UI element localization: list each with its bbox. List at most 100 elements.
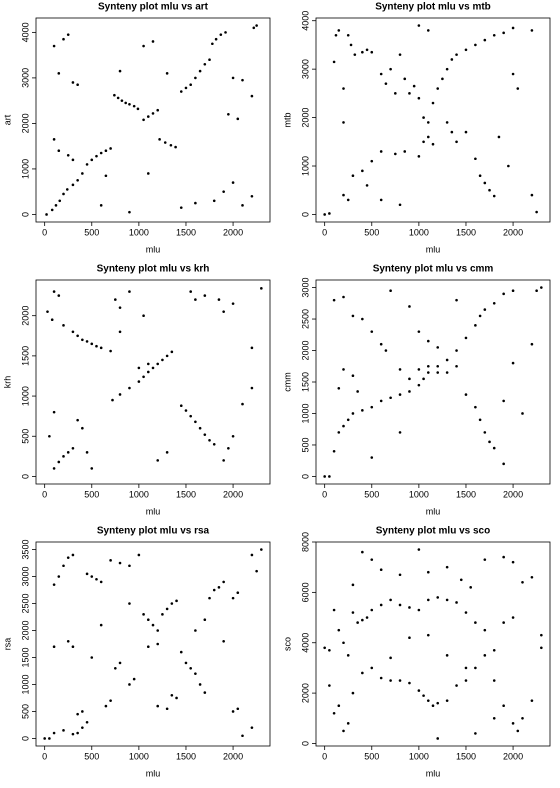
point: [217, 298, 221, 301]
point: [58, 199, 62, 203]
point: [349, 43, 353, 47]
point: [351, 314, 355, 318]
point: [389, 598, 392, 602]
point: [198, 426, 202, 430]
point: [231, 302, 235, 305]
point: [231, 596, 235, 600]
point: [530, 575, 534, 579]
point: [342, 121, 345, 124]
plot-frame: [35, 279, 271, 485]
point: [445, 598, 449, 602]
point: [351, 174, 355, 177]
point: [48, 737, 51, 740]
point: [502, 31, 505, 35]
x-tick-label: 0: [322, 227, 327, 237]
y-tick-label: 3000: [300, 278, 310, 298]
point: [81, 710, 84, 713]
point: [156, 362, 160, 366]
x-tick-label: 1500: [456, 227, 476, 237]
y-tick-label: 3000: [20, 68, 30, 88]
point: [184, 661, 188, 665]
point: [156, 108, 160, 112]
point: [71, 183, 75, 187]
point: [450, 58, 454, 61]
point: [502, 292, 505, 296]
point: [351, 611, 355, 614]
point: [76, 83, 79, 87]
y-tick-label: 8000: [300, 532, 310, 552]
x-tick-label: 1000: [409, 751, 429, 761]
point: [389, 67, 392, 71]
point: [492, 648, 496, 652]
point: [370, 456, 374, 459]
point: [194, 629, 197, 632]
point: [156, 704, 160, 708]
point: [323, 213, 326, 216]
point: [45, 213, 48, 216]
point: [211, 42, 214, 46]
point: [478, 174, 482, 177]
point: [521, 716, 524, 720]
point: [535, 289, 538, 293]
point: [179, 650, 183, 654]
point: [455, 684, 458, 687]
point: [170, 693, 174, 697]
point: [337, 431, 341, 434]
panel-title: Synteny plot mlu vs cmm: [373, 264, 494, 275]
point: [203, 294, 207, 297]
point: [342, 729, 345, 733]
point: [236, 117, 240, 121]
point: [146, 618, 150, 622]
point: [323, 646, 326, 650]
x-tick-label: 2000: [223, 489, 243, 499]
point: [208, 58, 211, 61]
point: [158, 138, 161, 141]
point: [361, 317, 364, 321]
point: [351, 691, 355, 695]
x-axis-label: mlu: [146, 768, 161, 778]
x-tick-label: 1500: [456, 751, 476, 761]
x-tick-label: 500: [364, 751, 379, 761]
point: [455, 349, 458, 352]
point: [236, 591, 240, 595]
point: [54, 204, 58, 207]
y-tick-label: 2000: [300, 108, 310, 128]
point: [540, 633, 543, 637]
x-tick-label: 1500: [176, 751, 196, 761]
point: [142, 314, 145, 317]
point: [346, 198, 350, 202]
point: [464, 393, 468, 396]
point: [502, 621, 505, 624]
point: [250, 386, 254, 390]
point: [137, 366, 141, 370]
point: [492, 301, 496, 305]
y-tick-label: 2000: [20, 306, 30, 326]
panel-title: Synteny plot mlu vs sco: [376, 526, 490, 537]
point: [66, 451, 70, 454]
y-tick-label: 6000: [300, 582, 310, 602]
point: [128, 102, 131, 106]
y-tick-label: 4000: [20, 22, 30, 42]
point: [179, 404, 183, 408]
y-tick-label: 3000: [300, 59, 310, 79]
point: [241, 734, 244, 738]
point: [422, 116, 425, 119]
point: [76, 334, 79, 338]
point: [332, 60, 336, 64]
point: [222, 459, 225, 462]
point: [426, 633, 430, 637]
point: [417, 608, 421, 612]
point: [222, 310, 225, 313]
point: [113, 93, 116, 97]
point: [90, 467, 94, 470]
point: [95, 577, 98, 581]
x-tick-label: 1500: [176, 227, 196, 237]
point: [189, 83, 192, 87]
point: [142, 44, 145, 48]
point: [492, 716, 496, 720]
point: [128, 386, 131, 390]
point: [417, 383, 421, 387]
point: [342, 295, 345, 299]
point: [165, 72, 169, 75]
y-axis-label: art: [2, 114, 12, 125]
